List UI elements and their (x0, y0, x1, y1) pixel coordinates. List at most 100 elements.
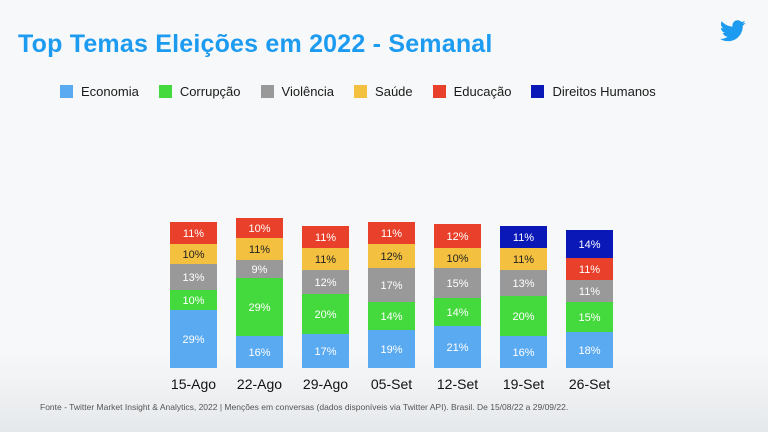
bar-data-label: 11% (249, 244, 270, 256)
bar-data-label: 10% (182, 249, 204, 261)
bar-segment (434, 224, 481, 248)
bar-data-label: 9% (252, 264, 268, 276)
legend-label: Direitos Humanos (552, 83, 656, 99)
bar-segment (236, 238, 283, 260)
bar-segment (302, 334, 349, 368)
bar-data-label: 11% (315, 232, 336, 244)
twitter-bird-icon (720, 20, 746, 42)
bar-data-label: 13% (512, 278, 534, 290)
bar-segment (368, 268, 415, 302)
legend-item: Saúde (354, 84, 413, 99)
legend-item: Educação (432, 83, 512, 99)
source-note: Fonte - Twitter Market Insight & Analyti… (40, 402, 569, 412)
legend-label: Economia (81, 83, 139, 99)
bar-segment (170, 244, 217, 264)
chart-title: Top Temas Eleições em 2022 - Semanal (18, 30, 493, 58)
legend-item: Corrupção (158, 83, 241, 99)
x-tick-label: 12-Set (437, 376, 478, 392)
legend-swatch (260, 84, 274, 98)
bar-segment (302, 294, 349, 334)
bar-data-label: 12% (314, 277, 336, 289)
bar-segment (236, 278, 283, 336)
legend-swatch (354, 84, 368, 98)
legend-label: Violência (281, 83, 335, 99)
bar-segment (500, 270, 547, 296)
x-tick-label: 26-Set (569, 376, 610, 392)
bar-data-label: 29% (248, 302, 270, 314)
legend-item: Economia (60, 84, 139, 99)
bar-segment (434, 326, 481, 368)
x-tick-label: 29-Ago (303, 376, 348, 392)
bar-segment (500, 336, 547, 368)
bar-data-label: 11% (183, 228, 204, 240)
bar-segment (170, 290, 217, 310)
bar-data-label: 14% (446, 307, 468, 319)
bar-segment (302, 270, 349, 294)
bar-data-label: 13% (182, 272, 204, 284)
bar-data-label: 20% (512, 311, 534, 323)
bar-segment (368, 302, 415, 330)
bar-segment (500, 248, 547, 270)
legend-label: Corrupção (179, 83, 241, 99)
bar-data-label: 10% (248, 223, 270, 235)
bar-data-label: 10% (446, 253, 468, 265)
bar-segment (500, 296, 547, 336)
bar-data-label: 16% (248, 347, 270, 359)
x-tick-label: 19-Set (503, 376, 544, 392)
bar-data-label: 12% (380, 251, 402, 263)
bar-segment (368, 222, 415, 244)
legend-swatch (531, 84, 545, 98)
bar-data-label: 14% (380, 311, 402, 323)
bar-segment (434, 268, 481, 298)
bar-data-label: 15% (578, 312, 600, 324)
bar-data-label: 11% (315, 254, 336, 266)
legend-swatch (432, 84, 446, 98)
x-tick-label: 05-Set (371, 376, 412, 392)
bar-segment (434, 298, 481, 326)
bar-segment (368, 330, 415, 368)
legend-swatch (158, 84, 172, 98)
bar-segment (566, 258, 613, 280)
bar-data-label: 21% (446, 342, 468, 354)
legend-swatch (60, 84, 73, 98)
x-tick-label: 22-Ago (237, 376, 282, 392)
bar-segment (368, 244, 415, 268)
bar-data-label: 12% (446, 231, 468, 243)
legend-label: Saúde (375, 83, 413, 99)
bar-data-label: 17% (314, 346, 336, 358)
bar-segment (302, 226, 349, 248)
bar-segment (170, 310, 217, 368)
bar-segment (566, 230, 613, 258)
bar-data-label: 20% (314, 309, 336, 321)
bar-data-label: 10% (182, 295, 204, 307)
bar-segment (566, 280, 613, 302)
bar-data-label: 17% (380, 280, 402, 292)
bar-data-label: 15% (446, 278, 468, 290)
legend-label: Educação (453, 83, 512, 99)
bar-segment (170, 264, 217, 290)
bar-segment (170, 222, 217, 244)
bar-data-label: 11% (513, 232, 534, 244)
bar-data-label: 11% (513, 254, 534, 266)
bar-segment (566, 332, 613, 368)
bar-data-label: 14% (578, 239, 600, 251)
bar-segment (236, 218, 283, 238)
legend-item: Direitos Humanos (531, 83, 656, 99)
bar-data-label: 18% (578, 345, 600, 357)
x-tick-label: 15-Ago (171, 376, 216, 392)
bar-data-label: 11% (579, 286, 600, 298)
bar-segment (236, 260, 283, 278)
bar-segment (500, 226, 547, 248)
bar-data-label: 29% (182, 334, 204, 346)
bar-data-label: 16% (512, 347, 534, 359)
bar-data-label: 11% (579, 264, 600, 276)
bar-segment (302, 248, 349, 270)
bar-segment (566, 302, 613, 332)
bar-data-label: 19% (380, 344, 402, 356)
bar-segment (236, 336, 283, 368)
bar-segment (434, 248, 481, 268)
bar-data-label: 11% (381, 228, 402, 240)
legend-item: Violência (260, 83, 335, 99)
chart-legend: Economia Corrupção Violência Saúde Educação D… (60, 82, 676, 100)
